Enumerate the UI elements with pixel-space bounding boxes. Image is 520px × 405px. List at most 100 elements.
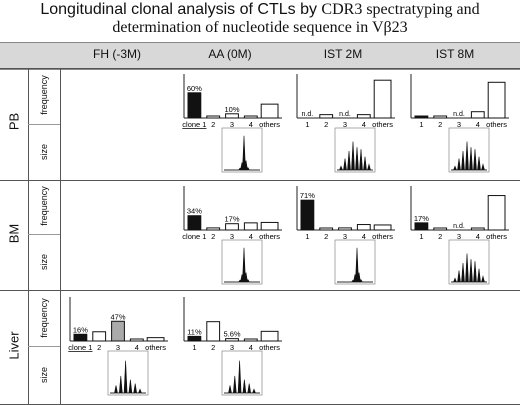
x-tick-label: others: [372, 232, 393, 241]
nd-label: n.d.: [453, 111, 465, 118]
x-tick-label: others: [259, 343, 280, 352]
frequency-bar: [206, 227, 221, 231]
x-tick-label: 3: [457, 120, 461, 129]
x-tick-label: 2: [438, 232, 442, 241]
column-border: [60, 68, 61, 405]
column-header-ist8m: IST 8M: [435, 47, 475, 61]
column-header-aa: AA (0M): [208, 47, 252, 61]
x-tick-label: clone 1: [182, 232, 206, 241]
x-tick-label: 3: [343, 120, 347, 129]
x-tick-label: 1: [305, 120, 309, 129]
x-tick-label: 4: [362, 232, 366, 241]
x-tick-label: clone 1: [68, 343, 92, 352]
x-tick-label: 2: [211, 120, 215, 129]
x-tick-label: 4: [476, 120, 480, 129]
frequency-bar: [187, 92, 202, 119]
frequency-bar: [73, 333, 88, 342]
frequency-bar: [433, 227, 448, 231]
x-tick-label: others: [145, 343, 166, 352]
sub-border: [28, 234, 60, 235]
x-tick-label: 4: [249, 120, 253, 129]
nd-label: n.d.: [339, 111, 351, 118]
spectratype-frame: [448, 239, 490, 285]
frequency-bar: [260, 103, 279, 119]
chart-title-line1: Longitudinal clonal analysis of CTLs by …: [0, 0, 520, 20]
spectratype-trace: [337, 247, 373, 283]
frequency-bar: [260, 221, 279, 231]
x-tick-label: others: [259, 232, 280, 241]
column-header-band: [0, 42, 520, 70]
nd-label: n.d.: [453, 223, 465, 230]
frequency-bar: [356, 114, 371, 119]
frequency-bar: [300, 199, 315, 231]
frequency-bar: [470, 111, 485, 119]
frequency-bar: [243, 115, 258, 119]
frequency-bar: [487, 195, 506, 231]
frequency-bar: [319, 114, 334, 119]
spectratype-trace: [110, 360, 146, 394]
x-tick-label: others: [259, 120, 280, 129]
frequency-bar: [356, 224, 371, 231]
x-tick-label: 3: [343, 232, 347, 241]
frequency-bar: [487, 81, 506, 119]
bar-value-label: 17%: [224, 215, 239, 224]
bar-value-label: 11%: [187, 327, 202, 336]
frequency-bar: [225, 223, 239, 231]
x-tick-label: 3: [457, 232, 461, 241]
x-tick-label: others: [486, 232, 507, 241]
row-border: [0, 68, 520, 69]
bar-value-label: 16%: [73, 325, 88, 334]
x-tick-label: 1: [419, 120, 423, 129]
frequency-bar: [187, 215, 202, 231]
spectratype-frame: [334, 239, 376, 285]
x-tick-label: 4: [249, 343, 253, 352]
frequency-bar: [187, 335, 202, 342]
bar-value-label: 5.6%: [223, 330, 240, 339]
spectratype-frame: [221, 127, 263, 173]
frequency-bar: [206, 321, 221, 342]
frequency-bar: [260, 330, 279, 342]
x-tick-label: 2: [324, 232, 328, 241]
frequency-bar: [243, 222, 258, 231]
sub-border: [28, 346, 60, 347]
column-header-fh: FH (-3M): [93, 47, 141, 61]
bar-value-label: 71%: [300, 191, 315, 200]
frequency-bar: [129, 338, 144, 342]
x-tick-label: 2: [438, 120, 442, 129]
frequency-bar: [111, 320, 125, 342]
x-tick-label: 4: [135, 343, 139, 352]
row-border: [0, 290, 520, 291]
x-tick-label: 2: [97, 343, 101, 352]
spectratype-trace: [224, 247, 260, 283]
x-tick-label: 3: [230, 120, 234, 129]
frequency-bar: [373, 79, 392, 119]
x-tick-label: 3: [230, 343, 234, 352]
title-part-a: Longitudinal clonal analysis of CTLs by: [40, 1, 317, 18]
frequency-bar: [470, 227, 485, 231]
frequency-bar: [146, 337, 165, 342]
x-tick-label: clone 1: [182, 120, 206, 129]
x-tick-label: 2: [324, 120, 328, 129]
x-tick-label: 3: [230, 232, 234, 241]
column-border: [28, 68, 29, 405]
spectratype-frame: [448, 127, 490, 173]
bar-value-label: 47%: [110, 312, 125, 321]
chart-title-line2: determination of nucleotide sequence in …: [112, 19, 408, 36]
spectratype-trace: [451, 253, 487, 283]
x-tick-label: others: [372, 120, 393, 129]
sub-border: [28, 124, 60, 125]
x-tick-label: others: [486, 120, 507, 129]
spectratype-frame: [221, 350, 263, 396]
bar-value-label: 10%: [224, 105, 239, 114]
x-tick-label: 2: [211, 232, 215, 241]
title-part-b: CDR3 spectratyping and: [321, 1, 480, 18]
bar-value-label: 60%: [187, 84, 202, 93]
frequency-bar: [373, 224, 392, 231]
frequency-bar: [92, 331, 107, 342]
frequency-bar: [338, 227, 352, 231]
frequency-bar: [225, 338, 239, 342]
bar-value-label: 34%: [187, 207, 202, 216]
frequency-bar: [225, 113, 239, 119]
x-tick-label: 4: [476, 232, 480, 241]
frequency-bar: [433, 115, 448, 119]
